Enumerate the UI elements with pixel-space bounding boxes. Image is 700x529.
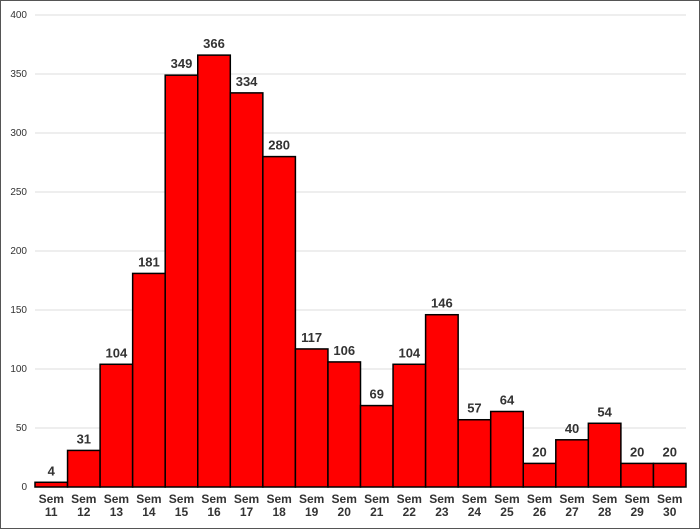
data-label: 349 <box>171 56 193 71</box>
data-label: 334 <box>236 74 258 89</box>
data-label: 106 <box>333 343 355 358</box>
bar <box>424 313 459 488</box>
data-label: 64 <box>500 392 515 407</box>
data-label: 366 <box>203 36 225 51</box>
y-tick-label: 150 <box>10 305 27 316</box>
bar <box>294 348 329 488</box>
bar <box>262 155 297 488</box>
bar <box>66 449 101 488</box>
bar <box>392 363 427 488</box>
y-tick-label: 300 <box>10 128 27 139</box>
x-tick-label: Sem 28 <box>591 492 618 519</box>
bar <box>652 462 687 488</box>
data-label: 57 <box>467 401 481 416</box>
data-label: 69 <box>370 387 384 402</box>
bar <box>522 462 557 488</box>
x-tick-label: Sem 26 <box>526 492 553 519</box>
y-tick-label: 50 <box>16 423 28 434</box>
bar <box>620 462 655 488</box>
x-tick-label: Sem 13 <box>103 492 130 519</box>
x-tick-label: Sem 24 <box>461 492 488 519</box>
y-tick-label: 100 <box>10 364 27 375</box>
bar <box>457 418 492 488</box>
x-tick-label: Sem 25 <box>494 492 520 519</box>
bar <box>164 74 199 488</box>
x-tick-label: Sem 29 <box>624 492 650 519</box>
data-label: 54 <box>597 404 612 419</box>
data-label: 181 <box>138 254 160 269</box>
x-tick-label: Sem 12 <box>71 492 97 519</box>
x-tick-label: Sem 30 <box>657 492 683 519</box>
data-label: 104 <box>398 345 420 360</box>
x-tick-label: Sem 22 <box>396 492 422 519</box>
data-label: 40 <box>565 421 579 436</box>
bar <box>587 422 622 488</box>
data-label: 20 <box>662 444 676 459</box>
data-label: 4 <box>48 463 56 478</box>
data-label: 117 <box>301 330 322 345</box>
bar <box>489 410 525 488</box>
x-tick-label: Sem 16 <box>201 492 227 519</box>
data-label: 280 <box>268 138 290 153</box>
x-tick-label: Sem 20 <box>331 492 357 519</box>
y-tick-label: 250 <box>10 187 27 198</box>
x-tick-label: Sem 21 <box>364 492 390 519</box>
x-tick-label: Sem 23 <box>429 492 455 519</box>
y-tick-label: 350 <box>10 69 27 80</box>
y-tick-label: 0 <box>21 482 27 493</box>
data-label: 31 <box>77 431 91 446</box>
bar <box>229 92 264 488</box>
x-tick-label: Sem 11 <box>38 492 64 519</box>
x-tick-label: Sem 15 <box>168 492 195 519</box>
x-tick-label: Sem 19 <box>298 492 325 519</box>
bar <box>34 481 69 488</box>
data-label: 104 <box>106 345 128 360</box>
x-tick-label: Sem 17 <box>233 492 260 519</box>
y-tick-label: 400 <box>10 10 27 21</box>
bar <box>555 439 590 488</box>
data-label: 146 <box>431 296 453 311</box>
bar <box>327 361 362 488</box>
bar <box>99 363 134 488</box>
bar <box>359 404 394 488</box>
y-tick-label: 200 <box>10 246 27 257</box>
x-tick-label: Sem 18 <box>266 492 292 519</box>
bar <box>197 54 232 488</box>
x-tick-label: Sem 14 <box>136 492 162 519</box>
data-label: 20 <box>532 444 546 459</box>
data-label: 20 <box>630 444 644 459</box>
bar <box>131 272 166 488</box>
x-tick-label: Sem 27 <box>559 492 585 519</box>
